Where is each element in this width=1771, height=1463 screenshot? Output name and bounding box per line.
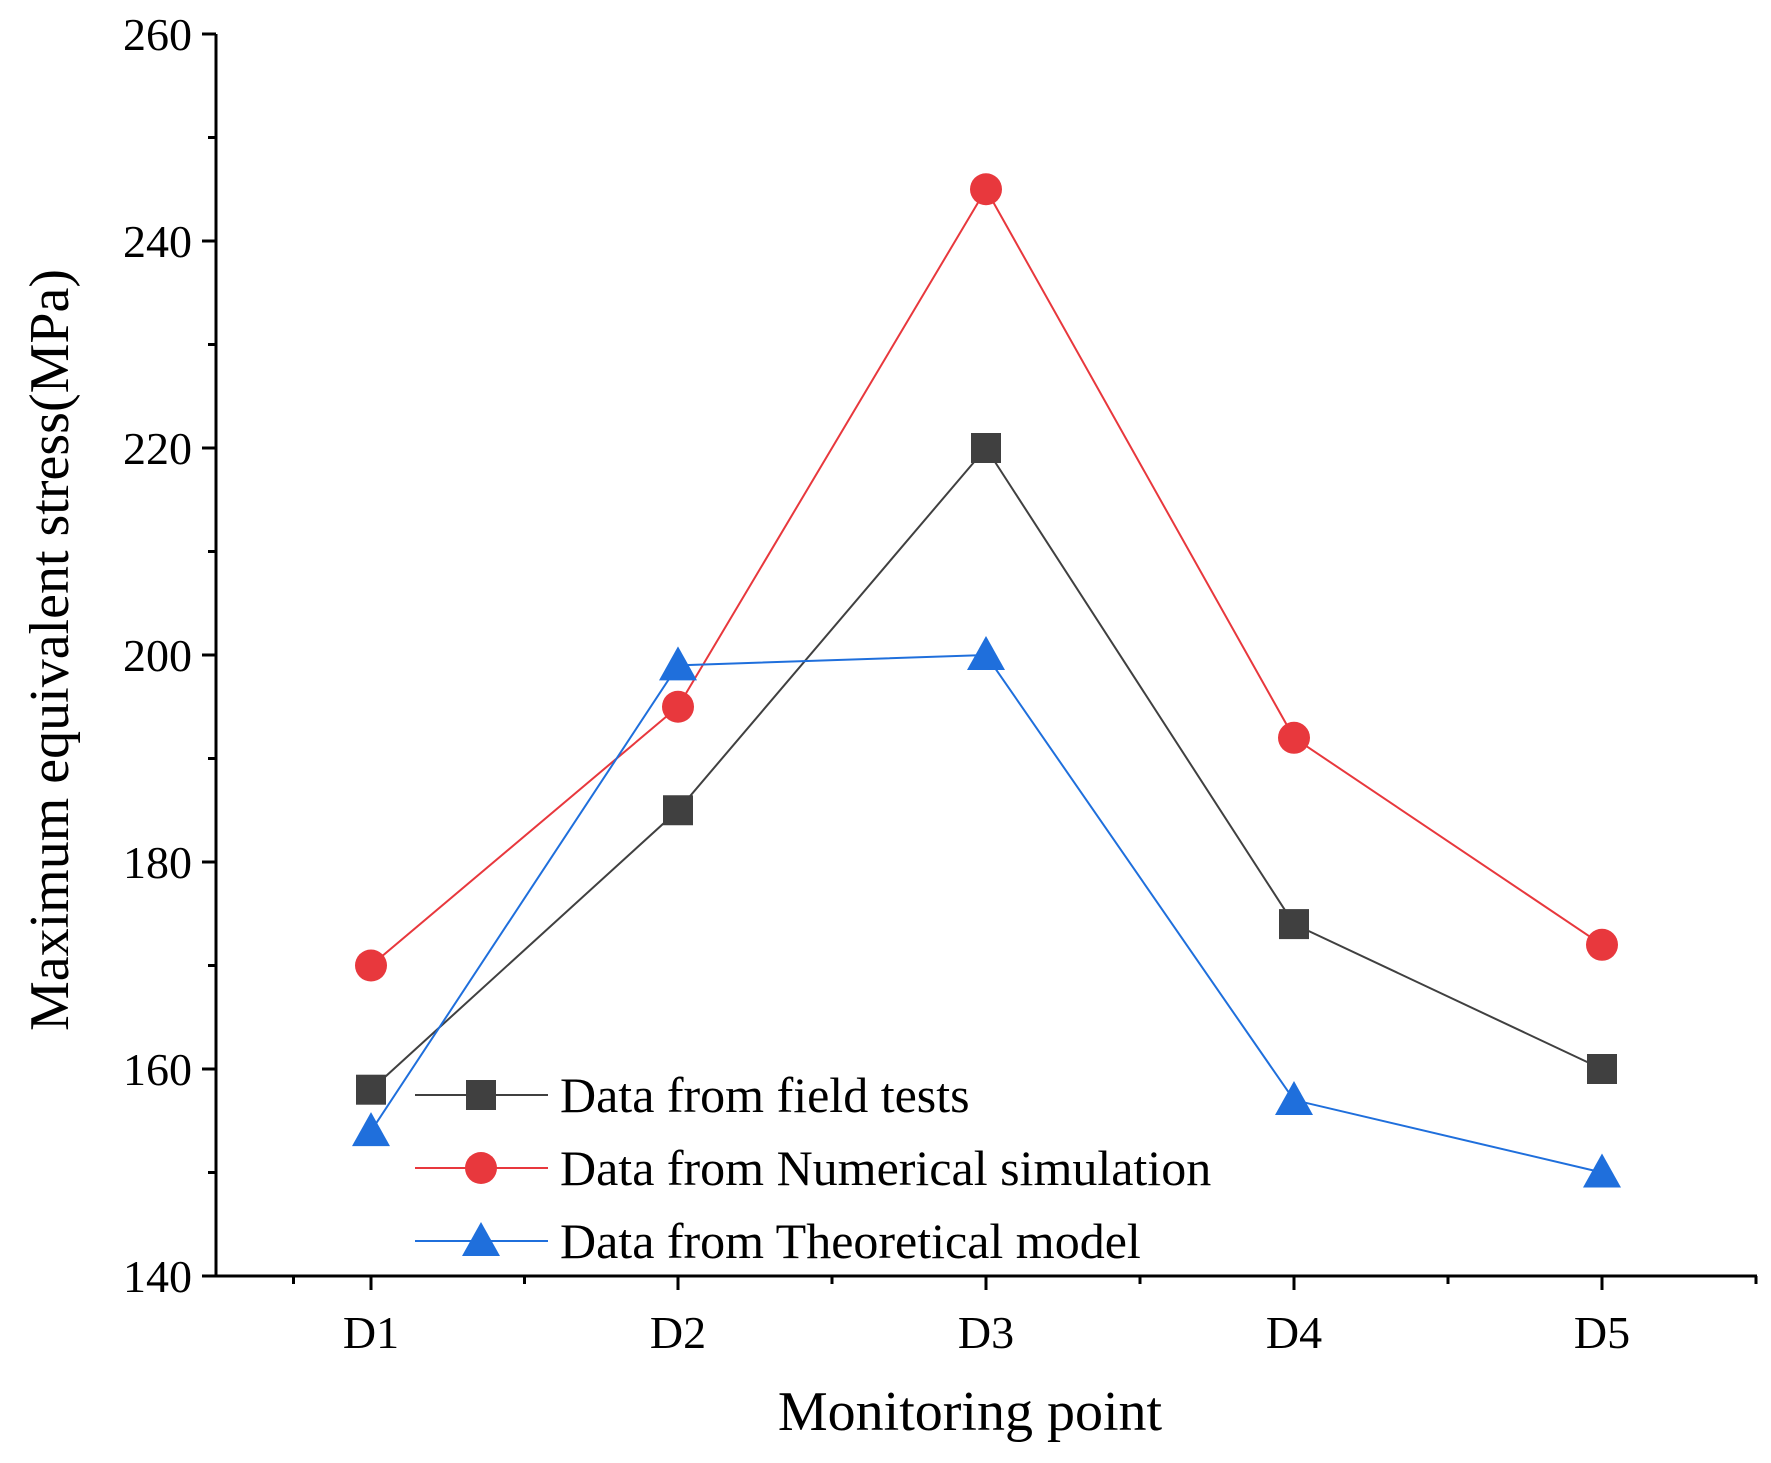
- y-axis-label: Maximum equivalent stress(MPa): [19, 269, 81, 1031]
- legend-marker: [466, 1080, 496, 1110]
- data-point: [352, 1112, 390, 1147]
- series-line: [370, 187, 1603, 967]
- data-point: [1587, 1054, 1617, 1084]
- x-tick-label: D2: [650, 1307, 706, 1358]
- y-tick-label: 180: [123, 837, 192, 888]
- data-point: [1586, 928, 1618, 961]
- series-triangle: [352, 636, 1621, 1188]
- y-tick-label: 200: [123, 630, 192, 681]
- data-point: [356, 1074, 386, 1105]
- y-tick-label: 160: [123, 1044, 192, 1095]
- series-line: [370, 446, 1603, 1091]
- y-tick-label: 240: [123, 216, 192, 267]
- legend-marker: [465, 1152, 497, 1184]
- y-tick-label: 260: [123, 9, 192, 60]
- data-point: [967, 636, 1005, 670]
- data-point: [1583, 1153, 1621, 1188]
- legend-item: Data from Theoretical model: [415, 1213, 1141, 1269]
- legend-label: Data from Theoretical model: [560, 1213, 1141, 1269]
- y-axis-ticks: 140 160 180 200 220 240 260: [123, 9, 216, 1302]
- data-point: [662, 690, 694, 723]
- data-point: [663, 795, 693, 826]
- series-layer: [352, 173, 1621, 1188]
- x-tick-label: D3: [958, 1307, 1014, 1358]
- y-tick-label: 140: [123, 1251, 192, 1302]
- data-point: [1279, 909, 1309, 940]
- legend: Data from field tests Data from Numerical…: [415, 1067, 1211, 1269]
- legend-item: Data from field tests: [415, 1067, 970, 1123]
- data-point: [970, 173, 1002, 206]
- data-point: [971, 433, 1001, 463]
- data-point: [1278, 721, 1310, 754]
- legend-item: Data from Numerical simulation: [415, 1140, 1211, 1196]
- y-tick-label: 220: [123, 423, 192, 474]
- data-point: [355, 949, 387, 982]
- x-tick-label: D1: [343, 1307, 399, 1358]
- x-axis-ticks: D1 D2 D3 D4 D5: [292, 1276, 1758, 1358]
- x-tick-label: D5: [1574, 1307, 1630, 1358]
- series-line: [370, 653, 1603, 1174]
- legend-marker: [462, 1222, 500, 1256]
- data-point: [659, 646, 697, 681]
- series-circle: [355, 173, 1618, 982]
- x-tick-label: D4: [1266, 1307, 1322, 1358]
- series-square: [356, 433, 1617, 1105]
- x-axis-label: Monitoring point: [778, 1381, 1163, 1443]
- data-point: [1275, 1081, 1313, 1116]
- legend-label: Data from Numerical simulation: [560, 1140, 1211, 1196]
- legend-label: Data from field tests: [560, 1067, 970, 1123]
